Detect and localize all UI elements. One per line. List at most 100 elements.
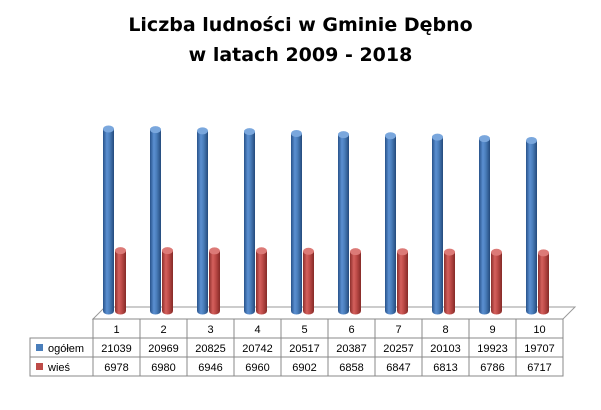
bar-top [209,247,220,255]
bar-base [103,307,114,315]
bar-body [150,129,161,311]
bar-base [209,307,220,315]
bar-body [115,250,126,311]
bar-base [338,307,349,315]
legend-swatch-wieś [36,363,43,370]
bar-body [432,137,443,311]
bar-top [103,125,114,133]
bar-top [338,131,349,139]
legend-label: ogółem [48,343,84,355]
category-label: 1 [113,324,119,336]
bar-base [538,307,549,315]
bar-base [444,307,455,315]
data-label: 20387 [336,343,367,355]
bar-body [338,134,349,311]
bar-base [115,307,126,315]
bar-ogółem-6 [338,131,349,315]
bar-wieś-8 [444,248,455,315]
bar-ogółem-10 [526,137,537,315]
category-label: 3 [207,324,213,336]
bar-body [244,131,255,311]
bar-ogółem-2 [150,126,161,315]
data-label: 6902 [292,362,316,374]
bar-top [444,248,455,256]
bar-base [256,307,267,315]
category-label: 6 [348,324,354,336]
bar-wieś-10 [538,249,549,315]
bar-body [197,130,208,311]
legend-swatch-ogółem [36,344,43,351]
bar-wieś-9 [491,248,502,315]
bar-wieś-1 [115,247,126,315]
data-label: 20517 [289,343,320,355]
data-label: 20103 [430,343,461,355]
chart-title-line-2: w latach 2009 - 2018 [188,44,413,66]
bar-wieś-2 [162,247,173,315]
bar-ogółem-5 [291,130,302,315]
data-label: 20257 [383,343,414,355]
bar-body [538,252,549,311]
bar-base [303,307,314,315]
data-label: 6980 [151,362,175,374]
data-label: 20825 [195,343,226,355]
bar-base [350,307,361,315]
bar-ogółem-8 [432,133,443,315]
category-label: 10 [533,324,545,336]
bar-top [303,247,314,255]
bar-base [197,307,208,315]
category-label: 7 [395,324,401,336]
data-label: 21039 [101,343,132,355]
data-label: 19707 [524,343,555,355]
data-label: 6717 [527,362,551,374]
bar-top [150,126,161,134]
bar-wieś-7 [397,248,408,315]
data-label: 6858 [339,362,363,374]
bar-base [150,307,161,315]
bar-wieś-6 [350,248,361,315]
category-label: 8 [442,324,448,336]
bar-body [256,250,267,311]
bar-base [397,307,408,315]
bar-body [491,252,502,311]
bar-wieś-5 [303,247,314,315]
category-label: 2 [160,324,166,336]
data-label: 20969 [148,343,179,355]
data-label: 19923 [477,343,508,355]
chart-title: Liczba ludności w Gminie Dębno w latach … [0,10,601,70]
bar-body [385,135,396,311]
bar-top [350,248,361,256]
bar-top [256,247,267,255]
category-label: 5 [301,324,307,336]
bar-top [538,249,549,257]
data-label: 20742 [242,343,273,355]
bar-body [209,250,220,311]
bar-top [526,137,537,145]
bar-base [162,307,173,315]
category-label: 9 [489,324,495,336]
bar-body [444,252,455,311]
bar-top [244,128,255,136]
bar-body [397,251,408,311]
legend-label: wieś [47,362,71,374]
bar-body [303,251,314,311]
data-label: 6786 [480,362,504,374]
bar-body [162,250,173,311]
bar-body [526,140,537,311]
bar-ogółem-1 [103,125,114,315]
bar-base [385,307,396,315]
bar-top [115,247,126,255]
bar-base [491,307,502,315]
bar-ogółem-7 [385,132,396,315]
bar-body [350,251,361,311]
bar-base [526,307,537,315]
data-label: 6813 [433,362,457,374]
bar-base [432,307,443,315]
data-label: 6946 [198,362,222,374]
data-label: 6847 [386,362,410,374]
bar-top [479,135,490,143]
bar-wieś-3 [209,247,220,315]
bar-body [479,138,490,311]
bar-base [291,307,302,315]
bar-top [397,248,408,256]
